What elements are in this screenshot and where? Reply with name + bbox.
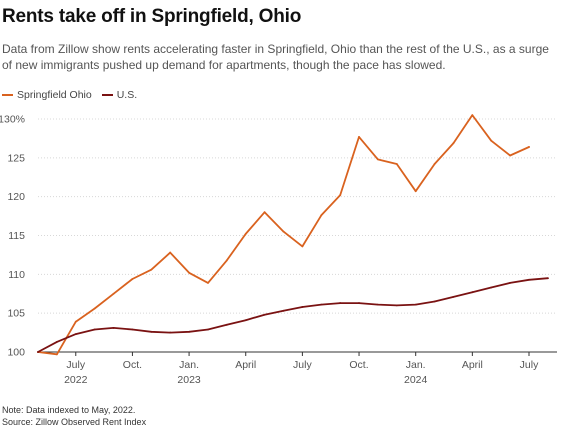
data-point-us	[131, 328, 134, 331]
data-point-us	[546, 277, 549, 280]
data-point-springfield	[74, 320, 77, 323]
data-point-springfield	[433, 163, 436, 165]
y-tick-label: 115	[8, 230, 25, 242]
data-point-us	[169, 331, 172, 334]
y-tick-label: 120	[7, 191, 25, 203]
data-point-springfield	[320, 214, 323, 217]
data-point-springfield	[244, 233, 247, 235]
footnote: Note: Data indexed to May, 2022. Source:…	[2, 404, 146, 428]
chart-subtitle: Data from Zillow show rents accelerating…	[2, 42, 549, 72]
data-point-springfield	[131, 278, 134, 280]
data-point-us	[74, 333, 77, 336]
data-point-springfield	[169, 251, 172, 254]
x-tick-label: Oct.	[123, 359, 142, 371]
data-point-us	[395, 304, 398, 307]
legend-swatch-springfield	[2, 94, 13, 96]
data-point-us	[377, 303, 379, 306]
data-point-springfield	[188, 271, 190, 274]
chart-title: Rents take off in Springfield, Ohio	[2, 6, 302, 27]
data-point-us	[150, 330, 153, 333]
data-point-springfield	[528, 146, 530, 148]
series-line-us	[37, 277, 549, 353]
x-tick-label: July	[293, 359, 312, 371]
data-point-us	[244, 319, 247, 322]
footnote-note: Note: Data indexed to May, 2022.	[2, 405, 136, 415]
x-tick-label: April	[462, 359, 483, 371]
data-point-springfield	[395, 163, 398, 165]
data-point-springfield	[150, 268, 153, 271]
data-point-us	[320, 303, 323, 306]
data-point-us	[358, 302, 360, 304]
legend-item-us: U.S.	[101, 89, 138, 101]
x-tick-label: July	[66, 359, 85, 371]
data-point-us	[339, 302, 342, 304]
y-tick-label: 110	[8, 269, 25, 281]
legend-label-us: U.S.	[116, 89, 138, 101]
series-line-springfield	[37, 114, 530, 356]
data-point-us	[452, 295, 455, 298]
data-point-us	[188, 330, 190, 333]
data-point-springfield	[339, 194, 342, 197]
line-chart: 100 105 110 115 120 125 130% July 2022 Oct. Jan. 20…	[0, 114, 557, 386]
data-point-springfield	[509, 154, 512, 157]
data-point-us	[263, 313, 266, 316]
data-point-us	[471, 291, 474, 294]
y-tick-label: 130%	[0, 114, 25, 126]
data-point-us	[509, 281, 512, 284]
footnote-source: Source: Zillow Observed Rent Index	[2, 417, 147, 427]
data-point-us	[414, 303, 417, 306]
data-point-springfield	[225, 259, 228, 262]
data-point-springfield	[207, 281, 209, 284]
data-point-springfield	[452, 142, 455, 144]
legend-swatch-us	[101, 94, 113, 96]
y-tick-label: 100	[7, 347, 25, 359]
data-point-springfield	[490, 139, 493, 142]
y-tick-label: 105	[7, 308, 25, 320]
data-point-springfield	[93, 307, 96, 310]
data-point-us	[490, 286, 493, 289]
data-point-springfield	[471, 114, 474, 117]
data-point-springfield	[55, 353, 58, 356]
x-tick-label: July	[520, 359, 539, 371]
x-tick-label: Jan.	[406, 359, 426, 371]
x-tick-year-label: 2024	[404, 374, 428, 386]
x-tick-label: Oct.	[349, 359, 368, 371]
y-tick-label: 125	[7, 152, 25, 164]
data-point-springfield	[358, 135, 360, 138]
data-point-springfield	[282, 230, 285, 233]
data-point-us	[282, 309, 285, 312]
x-tick-label: April	[235, 359, 256, 371]
data-point-us	[93, 328, 96, 331]
data-point-us	[207, 328, 209, 331]
data-point-springfield	[377, 158, 379, 161]
data-point-us	[112, 327, 115, 329]
data-point-us	[225, 323, 228, 326]
data-point-springfield	[263, 211, 266, 214]
data-point-us	[55, 341, 58, 343]
x-tick-label: Jan.	[179, 359, 199, 371]
data-point-springfield	[112, 292, 115, 295]
x-tick-year-label: 2023	[177, 374, 201, 386]
data-point-springfield	[414, 190, 417, 193]
legend: Springfield Ohio U.S.	[2, 89, 147, 101]
data-point-springfield	[301, 245, 304, 248]
data-point-us	[433, 300, 436, 303]
legend-item-springfield: Springfield Ohio	[2, 89, 92, 101]
data-point-us	[301, 306, 304, 308]
x-tick-year-label: 2022	[64, 374, 88, 386]
legend-label-springfield: Springfield Ohio	[17, 89, 92, 101]
data-point-us	[37, 351, 39, 353]
data-point-us	[528, 278, 530, 281]
